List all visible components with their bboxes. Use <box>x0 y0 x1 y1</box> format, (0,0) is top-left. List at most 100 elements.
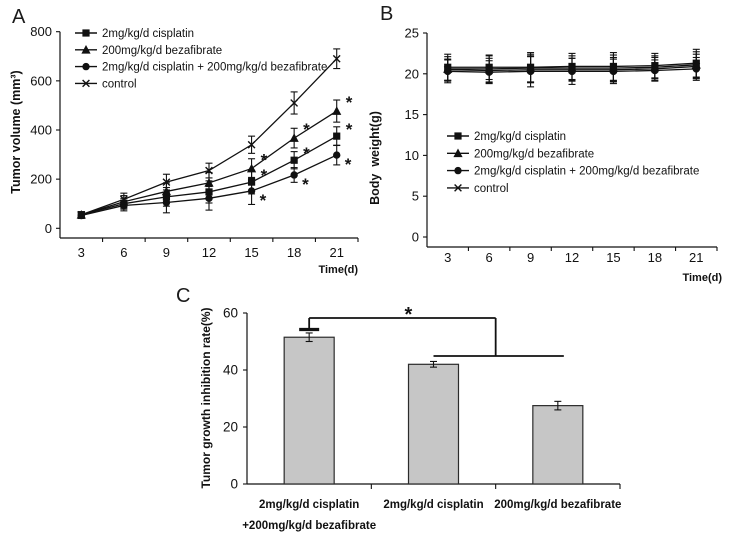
y-tick-label: 20 <box>223 420 238 435</box>
marker-circle <box>162 198 171 207</box>
significance-asterisk: * <box>302 175 309 194</box>
significance-asterisk: * <box>303 120 310 139</box>
significance-asterisk: * <box>345 155 352 174</box>
marker-x <box>119 195 128 204</box>
legend-item-label: 2mg/kg/d cisplatin + 200mg/kg/d bezafibr… <box>102 62 327 74</box>
marker-x <box>290 99 299 107</box>
y-tick-label: 0 <box>230 477 238 492</box>
bar-group: 2mg/kg/d cisplatin <box>383 360 484 511</box>
y-tick-label: 60 <box>223 306 238 321</box>
marker-x <box>692 62 701 71</box>
marker-circle <box>454 166 462 175</box>
y-tick-label: 0 <box>412 230 419 245</box>
x-axis-title: Time(d) <box>682 272 722 284</box>
bar <box>407 363 460 485</box>
y-tick-label: 200 <box>30 172 52 187</box>
y-tick-label: 600 <box>30 73 52 88</box>
y-tick-label: 20 <box>405 66 419 81</box>
axes: 0 200 400 600 800 3 6 9 12 15 18 21 Time(d) Tumor vol… <box>9 24 359 276</box>
series: * * * <box>77 144 352 220</box>
significance-asterisk: * <box>346 120 353 139</box>
marker-x <box>650 65 659 73</box>
x-tick-label: 9 <box>527 250 534 265</box>
marker-x <box>526 65 535 74</box>
marker-x <box>485 66 494 75</box>
x-tick-label: 21 <box>329 245 343 260</box>
x-tick-label: 12 <box>202 245 216 260</box>
y-tick-label: 400 <box>30 123 52 138</box>
x-tick-label: 6 <box>486 250 493 265</box>
series <box>443 53 701 84</box>
y-tick-label: 25 <box>405 26 419 41</box>
category-label: 200mg/kg/d bezafibrate <box>494 499 621 511</box>
significance-asterisk: * <box>260 191 267 210</box>
category-label: +200mg/kg/d bezafibrate <box>242 520 376 532</box>
x-tick-label: 9 <box>163 245 170 260</box>
series: * * * <box>76 93 353 219</box>
bar <box>532 405 584 485</box>
marker-x <box>332 54 341 63</box>
marker-x <box>609 65 618 74</box>
category-label: 2mg/kg/d cisplatin <box>259 499 359 511</box>
marker-triangle <box>204 178 214 187</box>
marker-x <box>82 79 90 88</box>
marker-square <box>290 156 298 164</box>
marker-triangle <box>161 186 172 196</box>
x-tick-label: 15 <box>606 250 620 265</box>
marker-triangle <box>453 148 463 158</box>
category-label: 2mg/kg/d cisplatin <box>383 499 483 511</box>
marker-square <box>82 29 90 37</box>
marker-x <box>443 65 452 74</box>
x-tick-label: 18 <box>648 250 662 265</box>
marker-x <box>162 178 171 186</box>
bar-group: 2mg/kg/d cisplatin +200mg/kg/d bezafibrat… <box>242 332 376 532</box>
panel-label-b: B <box>380 3 394 25</box>
legend-item-label: 200mg/kg/d bezafibrate <box>102 45 222 57</box>
x-tick-label: 6 <box>120 245 127 260</box>
marker-x <box>77 210 86 219</box>
series <box>77 48 341 219</box>
legend-item-label: 2mg/kg/d cisplatin <box>474 131 566 143</box>
legend: 2mg/kg/d cisplatin 200mg/kg/d bezafibrate… <box>75 28 327 90</box>
marker-circle <box>247 187 256 195</box>
significance-asterisk: * <box>346 93 353 112</box>
panel-label-c: C <box>176 285 191 307</box>
significance-asterisk: * <box>261 151 268 170</box>
legend-item-label: control <box>102 78 137 90</box>
marker-square <box>454 132 462 140</box>
marker-triangle <box>81 45 91 54</box>
y-axis-title: Tumor growth inhibition rate(%) <box>199 307 213 488</box>
tumor-volume-line-chart: 0 200 400 600 800 3 6 9 12 15 18 21 Time(d) Tumor vol… <box>9 24 359 276</box>
y-axis-title: Body weight(g) <box>368 111 382 205</box>
marker-x <box>568 65 576 74</box>
marker-circle <box>205 194 213 203</box>
x-tick-label: 3 <box>78 245 85 260</box>
y-tick-label: 800 <box>30 24 52 39</box>
axes: 0 5 10 15 20 25 3 6 9 12 15 18 21 Time(d) Body weight(… <box>368 26 722 285</box>
legend: 2mg/kg/d cisplatin 200mg/kg/d bezafibrate… <box>447 131 699 195</box>
marker-x <box>454 184 462 192</box>
significance-bracket: * <box>299 304 564 357</box>
marker-triangle <box>289 133 299 142</box>
x-tick-label: 15 <box>244 245 258 260</box>
inhibition-rate-bar-chart: 0 20 40 60 Tumor growth inhibition rate(%) 2m… <box>199 304 621 532</box>
bar-group: 200mg/kg/d bezafibrate <box>494 400 621 511</box>
legend-item-label: 2mg/kg/d cisplatin <box>102 28 194 40</box>
marker-x <box>205 166 213 175</box>
body-weight-line-chart: 0 5 10 15 20 25 3 6 9 12 15 18 21 Time(d) Body weight(… <box>368 26 722 285</box>
x-tick-label: 3 <box>444 250 451 265</box>
legend-item-label: 2mg/kg/d cisplatin + 200mg/kg/d bezafibr… <box>474 166 699 178</box>
y-tick-label: 15 <box>405 107 419 122</box>
significance-asterisk: * <box>303 144 310 163</box>
marker-circle <box>290 171 298 179</box>
bar <box>283 336 335 485</box>
marker-circle <box>333 151 341 159</box>
x-axis-title: Time(d) <box>318 264 358 276</box>
x-tick-label: 12 <box>565 250 579 265</box>
panel-label-a: A <box>12 6 26 28</box>
y-tick-label: 0 <box>45 221 52 236</box>
marker-triangle <box>246 163 257 173</box>
x-tick-label: 18 <box>287 245 301 260</box>
y-axis-title: Tumor volume (mm³) <box>9 70 23 193</box>
